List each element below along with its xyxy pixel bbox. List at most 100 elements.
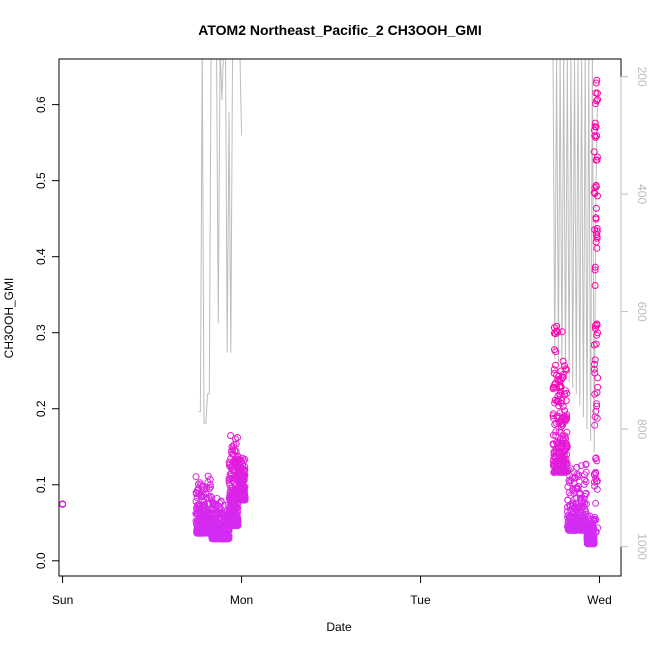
plot-frame	[58, 58, 622, 577]
data-point	[594, 329, 602, 337]
data-point	[207, 483, 214, 491]
data-point	[590, 536, 598, 544]
data-point	[594, 524, 602, 532]
y-tick-label: 0.6	[34, 96, 48, 113]
data-point	[199, 482, 207, 490]
data-point	[594, 374, 602, 382]
data-point	[234, 517, 242, 525]
data-point	[205, 485, 213, 493]
x-axis-label: Date	[326, 620, 352, 634]
data-point	[562, 458, 570, 466]
data-point	[240, 486, 248, 494]
pressure-line-layer	[198, 59, 599, 453]
data-point	[591, 325, 599, 332]
data-point	[550, 366, 558, 373]
data-point	[563, 459, 571, 467]
data-point	[592, 183, 600, 191]
data-point	[594, 192, 601, 200]
data-point	[591, 263, 599, 271]
x-tick-label: Mon	[230, 593, 253, 607]
data-point	[582, 490, 590, 498]
data-point	[561, 432, 569, 440]
y-tick-label: 0.1	[34, 476, 48, 493]
y-tick-label: 0.5	[34, 172, 48, 189]
data-point	[232, 440, 240, 448]
data-point	[562, 460, 570, 468]
data-point	[593, 457, 601, 465]
data-point	[563, 415, 570, 423]
data-point	[593, 485, 601, 493]
data-point	[563, 411, 571, 419]
data-point	[563, 443, 571, 451]
right-tick-label: 1000	[635, 533, 649, 560]
data-point	[590, 148, 598, 156]
data-point	[593, 389, 601, 397]
data-point	[557, 383, 565, 391]
data-point	[234, 504, 242, 512]
data-point	[582, 478, 590, 486]
data-point	[592, 516, 600, 524]
data-point	[591, 356, 599, 364]
data-point	[592, 215, 600, 223]
y-tick-label: 0.3	[34, 324, 48, 341]
data-point	[565, 466, 573, 474]
data-point	[240, 484, 248, 491]
data-point	[592, 340, 600, 348]
data-point	[562, 397, 570, 405]
data-point	[590, 365, 598, 373]
data-point	[593, 225, 601, 232]
data-point	[581, 476, 589, 484]
data-point	[593, 76, 601, 84]
data-point	[192, 473, 200, 481]
x-tick-label: Tue	[410, 593, 431, 607]
data-point	[593, 132, 601, 140]
data-point	[582, 460, 590, 468]
data-point	[591, 413, 599, 421]
data-point	[562, 365, 570, 373]
data-point	[593, 402, 601, 410]
data-point	[582, 510, 590, 518]
data-point	[592, 79, 600, 87]
y-tick-label: 0.0	[34, 552, 48, 569]
data-point	[593, 400, 601, 408]
data-point	[217, 498, 225, 506]
data-point	[592, 499, 600, 507]
data-point	[554, 328, 562, 336]
right-axis: 200 400 600 800 1000	[620, 67, 649, 560]
right-tick-label: 800	[635, 419, 649, 439]
x-axis: Sun Mon Tue Wed	[52, 575, 612, 607]
right-tick-label: 400	[635, 184, 649, 204]
data-point	[582, 500, 590, 508]
pressure-line	[552, 59, 599, 453]
data-point	[225, 479, 233, 486]
data-point	[562, 413, 570, 421]
data-point	[562, 435, 569, 443]
data-point	[594, 96, 602, 104]
data-point	[559, 373, 567, 381]
data-point	[206, 476, 214, 483]
data-point	[592, 469, 600, 477]
data-point	[241, 472, 249, 480]
data-point	[563, 451, 571, 458]
data-point	[561, 407, 569, 415]
right-tick-label: 600	[635, 302, 649, 322]
data-point	[593, 244, 601, 252]
data-point	[573, 484, 581, 492]
data-point	[591, 266, 599, 274]
pressure-line	[198, 59, 243, 424]
data-point	[234, 434, 241, 441]
data-point	[557, 423, 565, 431]
chart-title: ATOM2 Northeast_Pacific_2 CH3OOH_GMI	[198, 22, 481, 38]
data-point	[234, 515, 242, 523]
y-tick-label: 0.4	[34, 248, 48, 265]
data-point	[558, 328, 566, 336]
data-point	[563, 366, 570, 374]
data-point	[590, 539, 598, 547]
data-point	[573, 463, 581, 471]
data-point	[586, 512, 594, 520]
x-tick-label: Sun	[52, 593, 73, 607]
data-point	[590, 524, 598, 532]
data-point	[193, 494, 201, 502]
data-point	[241, 493, 249, 501]
data-point	[563, 428, 571, 436]
